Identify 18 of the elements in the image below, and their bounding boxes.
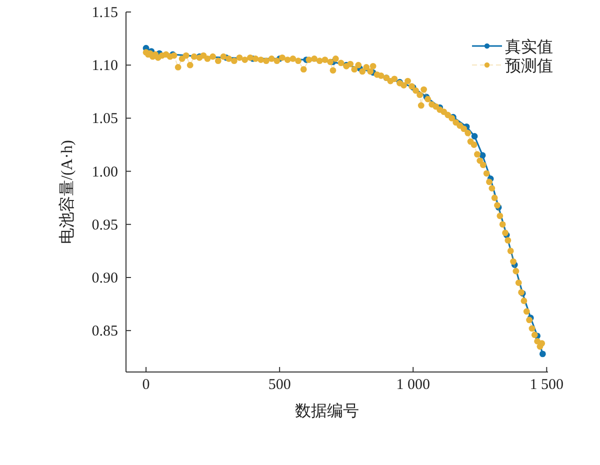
y-tick-label: 0.90: [92, 270, 118, 286]
y-tick-label: 1.05: [92, 111, 118, 128]
y-tick-label: 1.10: [92, 58, 118, 74]
x-tick-label: 1 000: [396, 377, 430, 393]
x-axis-title: 数据编号: [295, 402, 359, 420]
point: [479, 152, 486, 159]
x-tick-label: 500: [268, 377, 291, 393]
y-axis-title: 电池容量/(A·h): [58, 140, 76, 244]
x-tick-label: 0: [142, 377, 150, 393]
legend-label: 预测值: [505, 58, 553, 75]
legend-label: 真实值: [505, 38, 553, 56]
y-tick-label: 0.95: [92, 217, 118, 234]
point: [539, 350, 546, 358]
y-tick-label: 1.15: [92, 5, 118, 21]
point: [471, 133, 478, 140]
y-tick-label: 1.00: [92, 164, 118, 180]
y-tick-label: 0.85: [92, 324, 118, 340]
x-tick-label: 1 500: [530, 377, 564, 393]
